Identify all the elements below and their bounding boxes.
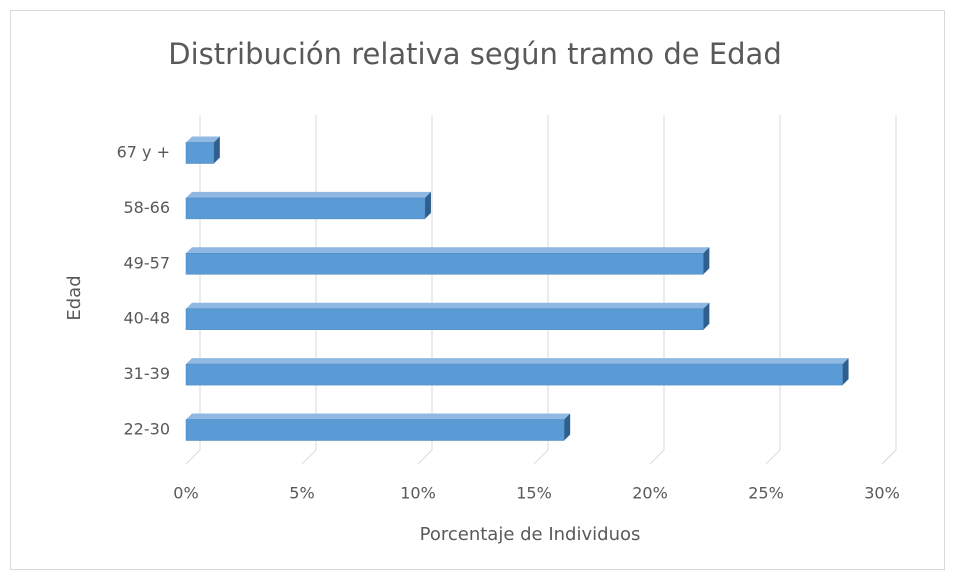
bar-top [186,247,710,254]
grid-line-floor [301,449,317,465]
bar-top [186,358,849,365]
grid-line-floor [185,449,201,465]
bar [185,191,431,220]
grid-line-floor [417,449,433,465]
bar-front [185,253,704,275]
bar [185,413,571,441]
y-tick-label: 31-39 [124,364,171,383]
bar-front [185,308,704,330]
grid-line-floor [649,449,665,465]
bar-top [186,413,571,420]
bar-front [185,419,565,441]
x-tick-label: 10% [400,484,436,503]
bar-front [185,142,215,164]
y-tick-label: 67 y + [117,143,170,162]
bar-front [185,363,843,386]
y-tick-label: 49-57 [124,253,171,272]
bar-side [703,247,710,275]
bar-top [186,191,431,198]
bar-side [564,413,571,441]
y-tick-label: 40-48 [124,309,171,328]
bar-top [186,136,220,143]
grid-line-floor [533,449,549,465]
grid-line-floor [765,449,781,465]
bar-front [185,197,426,220]
chart-border [10,10,945,570]
grid-line-floor [881,449,897,465]
bar [185,358,849,386]
bar [185,247,710,275]
bar-side [424,191,431,219]
x-tick-label: 5% [289,484,314,503]
x-tick-label: 20% [632,484,668,503]
y-axis-title: Edad [64,275,85,320]
x-tick-label: 25% [748,484,784,503]
bar [185,136,220,164]
bar-top [186,302,710,309]
x-tick-label: 15% [516,484,552,503]
bar [185,302,710,330]
bar-side [703,302,710,330]
y-tick-label: 22-30 [124,420,171,439]
x-tick-label: 0% [173,484,198,503]
x-axis-title: Porcentaje de Individuos [420,524,641,545]
y-tick-label: 58-66 [124,198,171,217]
x-tick-label: 30% [864,484,900,503]
bar-side [213,136,220,164]
chart-title: Distribución relativa según tramo de Eda… [168,37,782,71]
bar-side [842,358,849,386]
